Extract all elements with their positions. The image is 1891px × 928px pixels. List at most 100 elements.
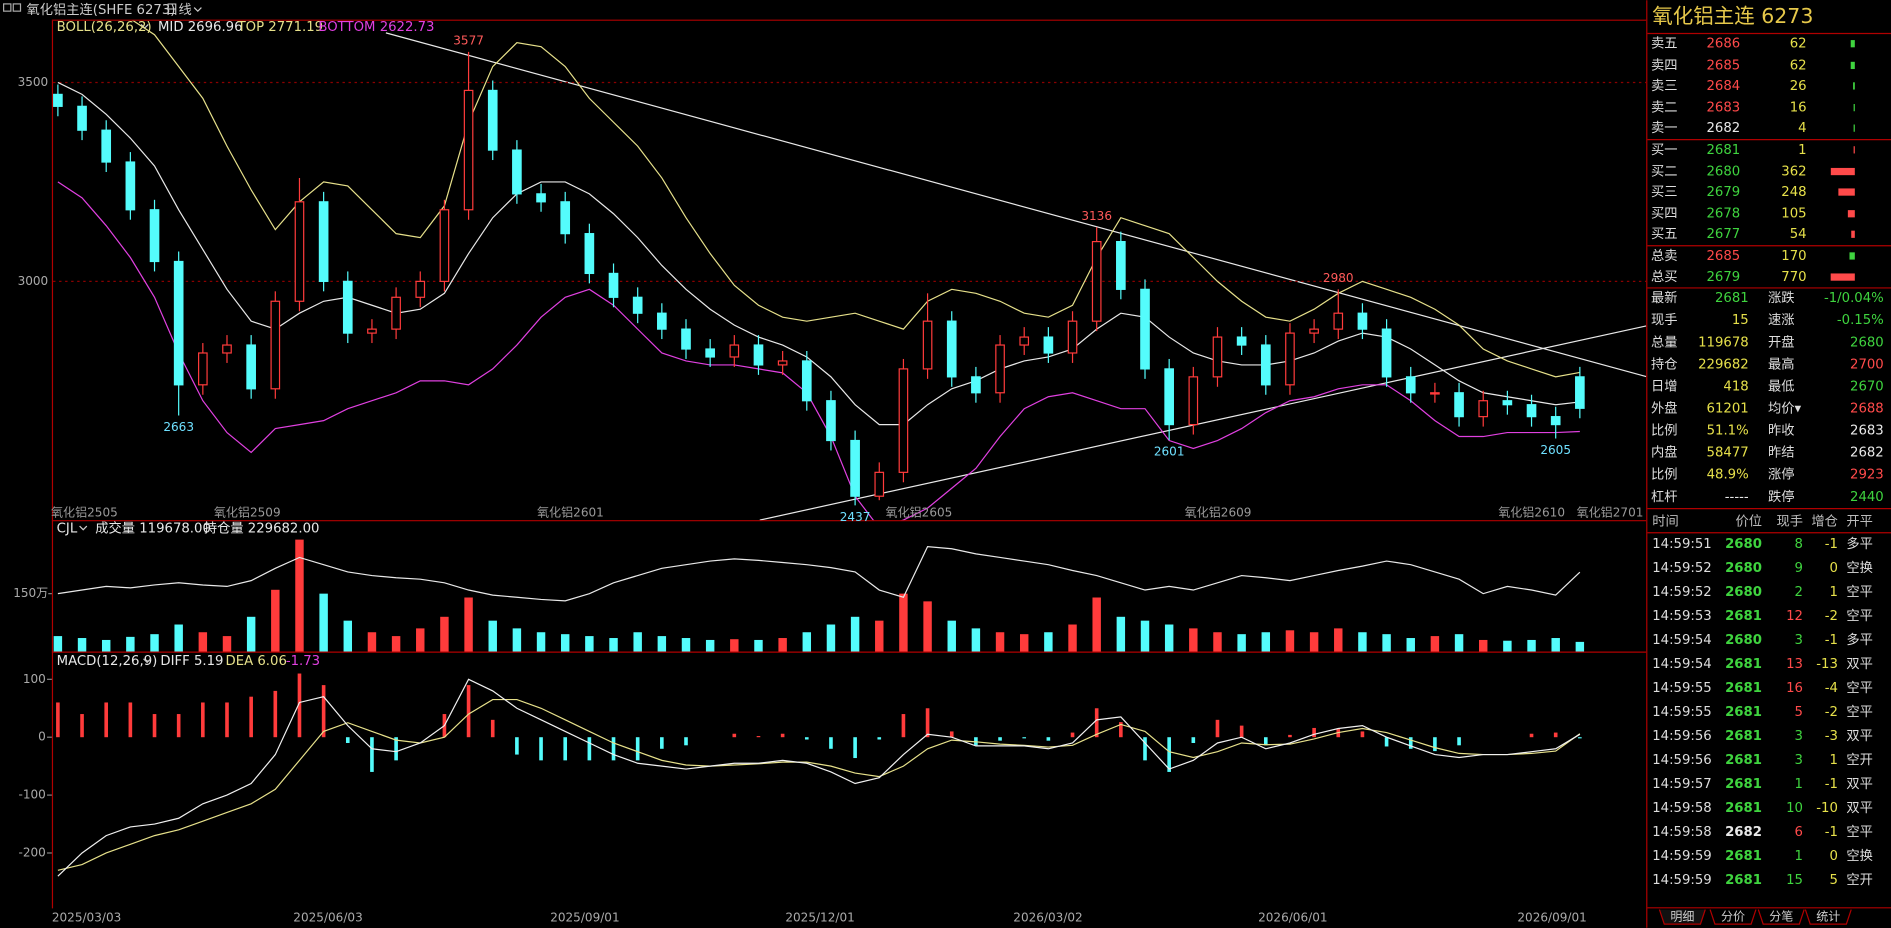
indicator-name[interactable]: CJL: [57, 522, 78, 537]
tab-shape[interactable]: [1709, 909, 1757, 925]
x-date-label: 2026/09/01: [1517, 911, 1586, 925]
candle-body: [487, 89, 498, 151]
tick-cell: 14:59:56: [1652, 753, 1712, 768]
volume-bar: [657, 636, 667, 652]
stat-label: 最低: [1768, 378, 1795, 394]
stat-value: 2688: [1850, 402, 1884, 417]
tick-cell: -1: [1825, 777, 1838, 792]
tick-cell: 2680: [1725, 537, 1762, 552]
volume-bar: [971, 628, 981, 652]
tick-cell: 2681: [1725, 801, 1762, 816]
tick-cell: 10: [1786, 801, 1803, 816]
candle-body: [1526, 404, 1537, 418]
stat-value: 2681: [1715, 291, 1749, 306]
candle-body: [77, 105, 87, 131]
period-selector[interactable]: 日线: [165, 2, 192, 18]
tab[interactable]: 明细: [1670, 909, 1694, 923]
tick-cell: 14:59:53: [1652, 609, 1712, 624]
tab[interactable]: 分笔: [1769, 908, 1793, 923]
tick-cell: 2681: [1725, 777, 1762, 792]
volume-bar: [681, 638, 691, 652]
macd-bar: [1288, 734, 1292, 738]
y-tick-label: 0: [38, 730, 46, 744]
candle-body: [173, 260, 184, 386]
tab[interactable]: 分价: [1721, 909, 1745, 923]
macd-bar: [1070, 732, 1075, 738]
volume-bar: [705, 639, 715, 652]
book-price: 2679: [1706, 270, 1740, 285]
trend-line[interactable]: [759, 325, 1647, 521]
volume-bar: [802, 632, 812, 652]
volume-bar: [585, 636, 594, 652]
dropdown-icon[interactable]: [79, 525, 88, 531]
candle-body: [294, 201, 305, 302]
book-price: 2679: [1706, 185, 1740, 200]
tab-shape[interactable]: [1804, 909, 1852, 925]
candle-body: [922, 320, 933, 370]
boll-bottom: [57, 181, 1580, 521]
tab[interactable]: 统计: [1816, 909, 1840, 923]
book-bar: [1851, 230, 1855, 238]
dropdown-icon[interactable]: [193, 7, 202, 13]
book-price: 2685: [1706, 58, 1740, 73]
stat-label: 比例: [1651, 467, 1678, 483]
tab-shape[interactable]: [1658, 909, 1706, 925]
tick-cell: 14:59:52: [1652, 585, 1712, 600]
tick-cell: 2682: [1725, 825, 1762, 840]
volume-bar: [174, 624, 183, 652]
low-annotation: 2601: [1154, 445, 1185, 459]
book-price: 2680: [1706, 165, 1740, 180]
book-bar: [1830, 273, 1855, 281]
candle-body: [1381, 328, 1392, 378]
book-price: 2684: [1706, 79, 1740, 94]
macd-bar: [1578, 737, 1582, 739]
tick-cell: 2681: [1725, 609, 1762, 624]
indicator-name[interactable]: MACD(12,26,9): [57, 654, 158, 669]
candle-body: [1454, 392, 1464, 418]
tick-cell: 1: [1795, 849, 1803, 864]
book-volume: 248: [1781, 185, 1806, 200]
candle-body: [149, 209, 160, 263]
volume-bar: [150, 634, 159, 652]
volume-bar: [1527, 639, 1536, 652]
volume-bar: [343, 620, 353, 652]
window-icon[interactable]: [3, 3, 12, 12]
window-icon[interactable]: [12, 3, 22, 12]
tick-cell: 2681: [1725, 657, 1762, 672]
candle-body: [1019, 336, 1030, 346]
candle-body: [1309, 328, 1319, 334]
tick-cell: 空平: [1846, 680, 1873, 696]
tick-cell: 8: [1795, 537, 1803, 552]
volume-bar: [899, 593, 908, 652]
tab-shape[interactable]: [1757, 909, 1805, 925]
tick-cell: 14:59:58: [1652, 825, 1712, 840]
dropdown-icon[interactable]: [143, 658, 152, 664]
tick-cell: -1: [1825, 825, 1838, 840]
stat-label: 涨停: [1768, 466, 1795, 483]
dea-line: [57, 698, 1581, 871]
book-price: 2678: [1706, 207, 1740, 222]
macd-bar: [1312, 727, 1316, 738]
volume-bar: [440, 616, 449, 652]
tick-cell: 空开: [1846, 872, 1873, 888]
stat-value: -----: [1725, 490, 1749, 505]
candle-body: [874, 471, 885, 497]
candle-body: [971, 376, 981, 394]
macd-bar: [1022, 737, 1027, 739]
book-volume: 62: [1790, 37, 1807, 52]
tick-cell: 1: [1795, 777, 1803, 792]
tick-cell: 2681: [1725, 729, 1762, 744]
tick-cell: 多平: [1846, 631, 1873, 648]
macd-bar: [128, 702, 133, 738]
book-bar: [1853, 146, 1855, 154]
book-price: 2681: [1706, 143, 1740, 158]
tick-cell: 14:59:54: [1652, 657, 1712, 672]
tick-cell: 双平: [1846, 729, 1873, 744]
trend-line[interactable]: [385, 32, 1647, 378]
candle-body: [1430, 392, 1440, 395]
tick-cell: 6: [1795, 825, 1803, 840]
candle-body: [367, 328, 377, 334]
volume-bar: [1237, 634, 1246, 652]
indicator-name[interactable]: BOLL(26,26,2): [57, 20, 152, 35]
